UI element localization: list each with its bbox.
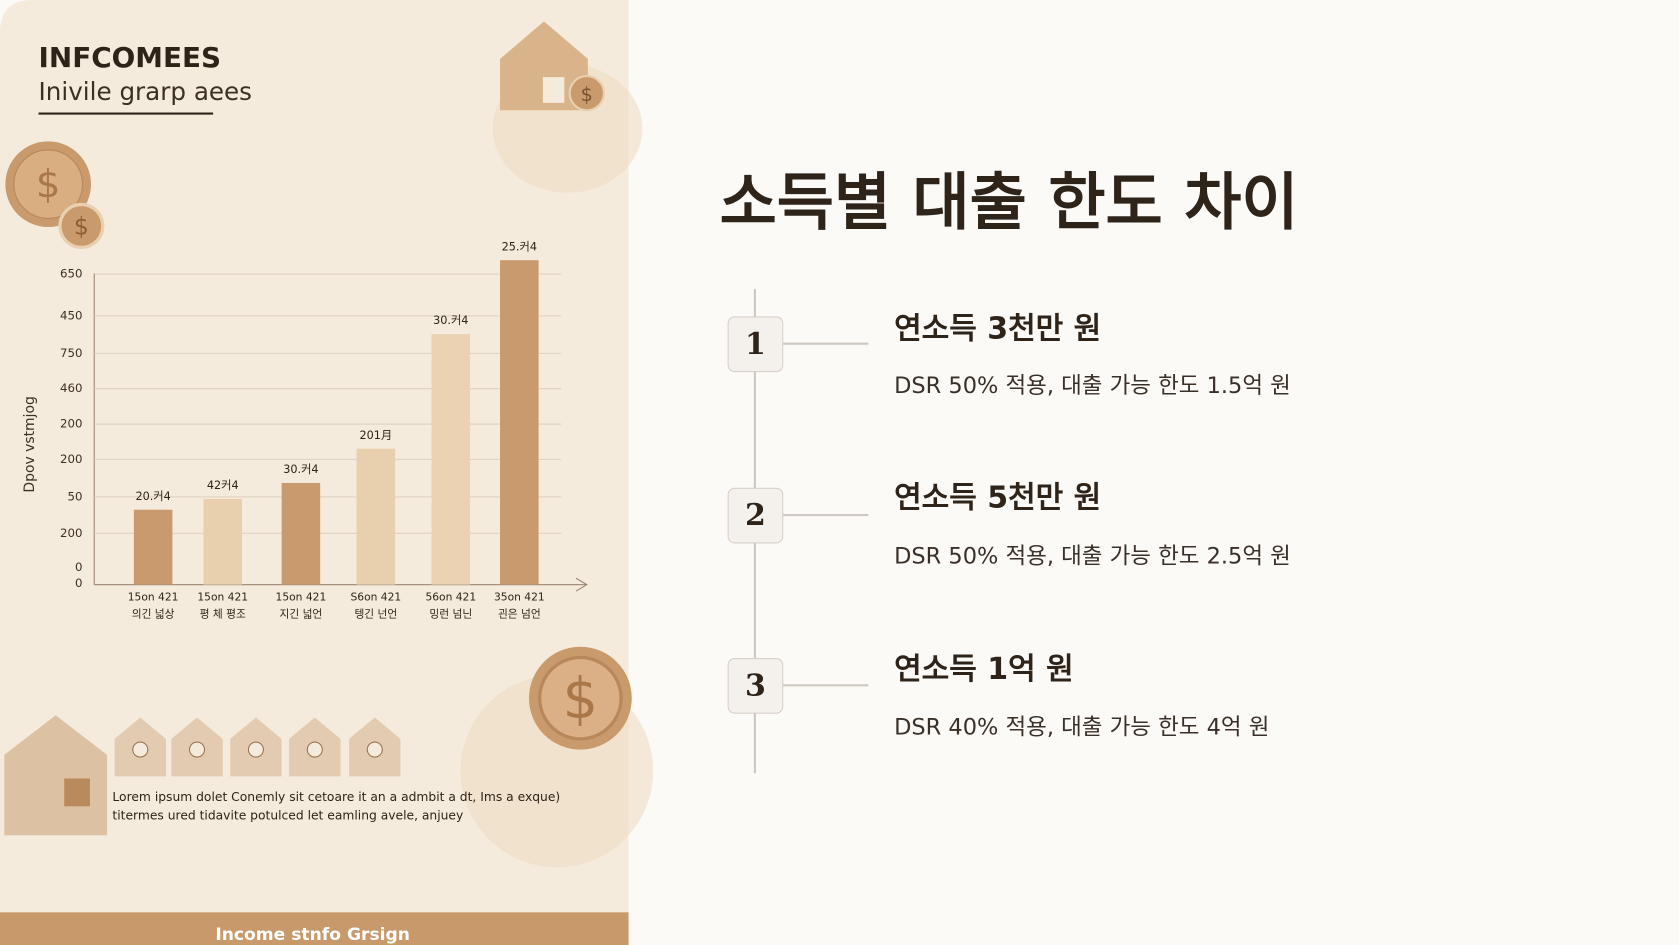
number-box <box>727 487 784 544</box>
coin <box>13 149 83 219</box>
y-tick-label: 200 <box>60 417 82 431</box>
bar <box>133 509 173 585</box>
coin <box>538 655 623 741</box>
bar <box>431 334 471 585</box>
axis-arrow <box>575 577 588 592</box>
coin <box>58 202 105 249</box>
left-panel <box>0 0 629 945</box>
small-coin <box>366 741 383 758</box>
coin-symbol: $ <box>36 162 61 207</box>
small-coin <box>306 741 323 758</box>
x-category-label: 평 체 평조 <box>200 608 246 621</box>
item-number: 3 <box>745 668 766 703</box>
y-tick-label: 0 <box>75 576 82 590</box>
x-category-label: 의긴 넓상 <box>132 608 175 621</box>
y-tick-label: 200 <box>60 452 82 466</box>
bar-label: 201月 <box>360 429 393 442</box>
number-box <box>727 658 784 714</box>
bar-label: 42커4 <box>207 479 239 492</box>
y-tick-label: 750 <box>60 346 82 360</box>
bar-label: 20.커4 <box>135 490 170 503</box>
small-coin <box>247 741 264 758</box>
item-number: 2 <box>745 498 766 533</box>
info-title: INFCOMEES <box>39 41 222 74</box>
item-description: DSR 40% 적용, 대출 가능 한도 4억 원 <box>894 715 1269 741</box>
x-category-label: 15on 421 <box>128 591 179 604</box>
x-category-label: 15on 421 <box>276 591 327 604</box>
caption-line: titermes ured tidavite potulced let eaml… <box>112 808 463 822</box>
x-category-label: 35on 421 <box>494 591 545 604</box>
bar-label: 30.커4 <box>283 463 318 476</box>
info-subtitle: Inivile grarp aees <box>39 77 252 106</box>
item-description: DSR 50% 적용, 대출 가능 한도 1.5억 원 <box>894 373 1291 399</box>
slide-title: 소득별 대출 한도 차이 <box>720 166 1299 239</box>
y-tick-label: 650 <box>60 267 82 281</box>
x-category-label: 텡긴 넌언 <box>354 608 397 621</box>
y-axis-label: Dpov vstmjog <box>22 396 38 492</box>
item-number: 1 <box>745 327 766 362</box>
caption-line: Lorem ipsum dolet Conemly sit cetoare it… <box>112 790 560 804</box>
small-coin <box>188 741 206 758</box>
y-tick-label: 50 <box>67 489 82 503</box>
x-category-label: 괸은 넘언 <box>498 608 541 621</box>
x-category-label: 56on 421 <box>425 591 476 604</box>
number-box <box>727 316 784 373</box>
bar <box>281 482 321 585</box>
y-tick-label: 460 <box>60 381 82 395</box>
item-heading: 연소득 1억 원 <box>894 652 1074 687</box>
y-tick-label: 200 <box>60 526 82 540</box>
coin <box>568 74 605 112</box>
x-category-label: S6on 421 <box>350 591 401 604</box>
x-category-label: 지긴 넓언 <box>280 608 323 621</box>
bar-label: 25.커4 <box>502 240 537 253</box>
small-coin <box>132 741 149 758</box>
x-category-label: 15on 421 <box>197 591 248 604</box>
y-tick-label: 450 <box>60 308 82 322</box>
house-window <box>64 778 90 807</box>
item-heading: 연소득 3천만 원 <box>894 311 1101 346</box>
house-window <box>542 77 565 103</box>
coin-symbol: $ <box>74 213 89 241</box>
bar-label: 30.커4 <box>433 314 468 327</box>
item-description: DSR 50% 적용, 대출 가능 한도 2.5억 원 <box>894 543 1291 569</box>
footer-band <box>0 912 629 945</box>
coin-symbol: $ <box>581 83 593 106</box>
bar <box>356 448 396 585</box>
coin-symbol: $ <box>563 667 598 732</box>
y-tick-label: 0 <box>75 560 82 574</box>
bar <box>203 499 242 585</box>
footer-text: Income stnfo Grsign <box>215 925 410 945</box>
item-heading: 연소득 5천만 원 <box>894 481 1101 516</box>
house <box>500 21 588 111</box>
x-category-label: 밍런 넘닌 <box>429 608 472 621</box>
bar <box>500 260 539 585</box>
